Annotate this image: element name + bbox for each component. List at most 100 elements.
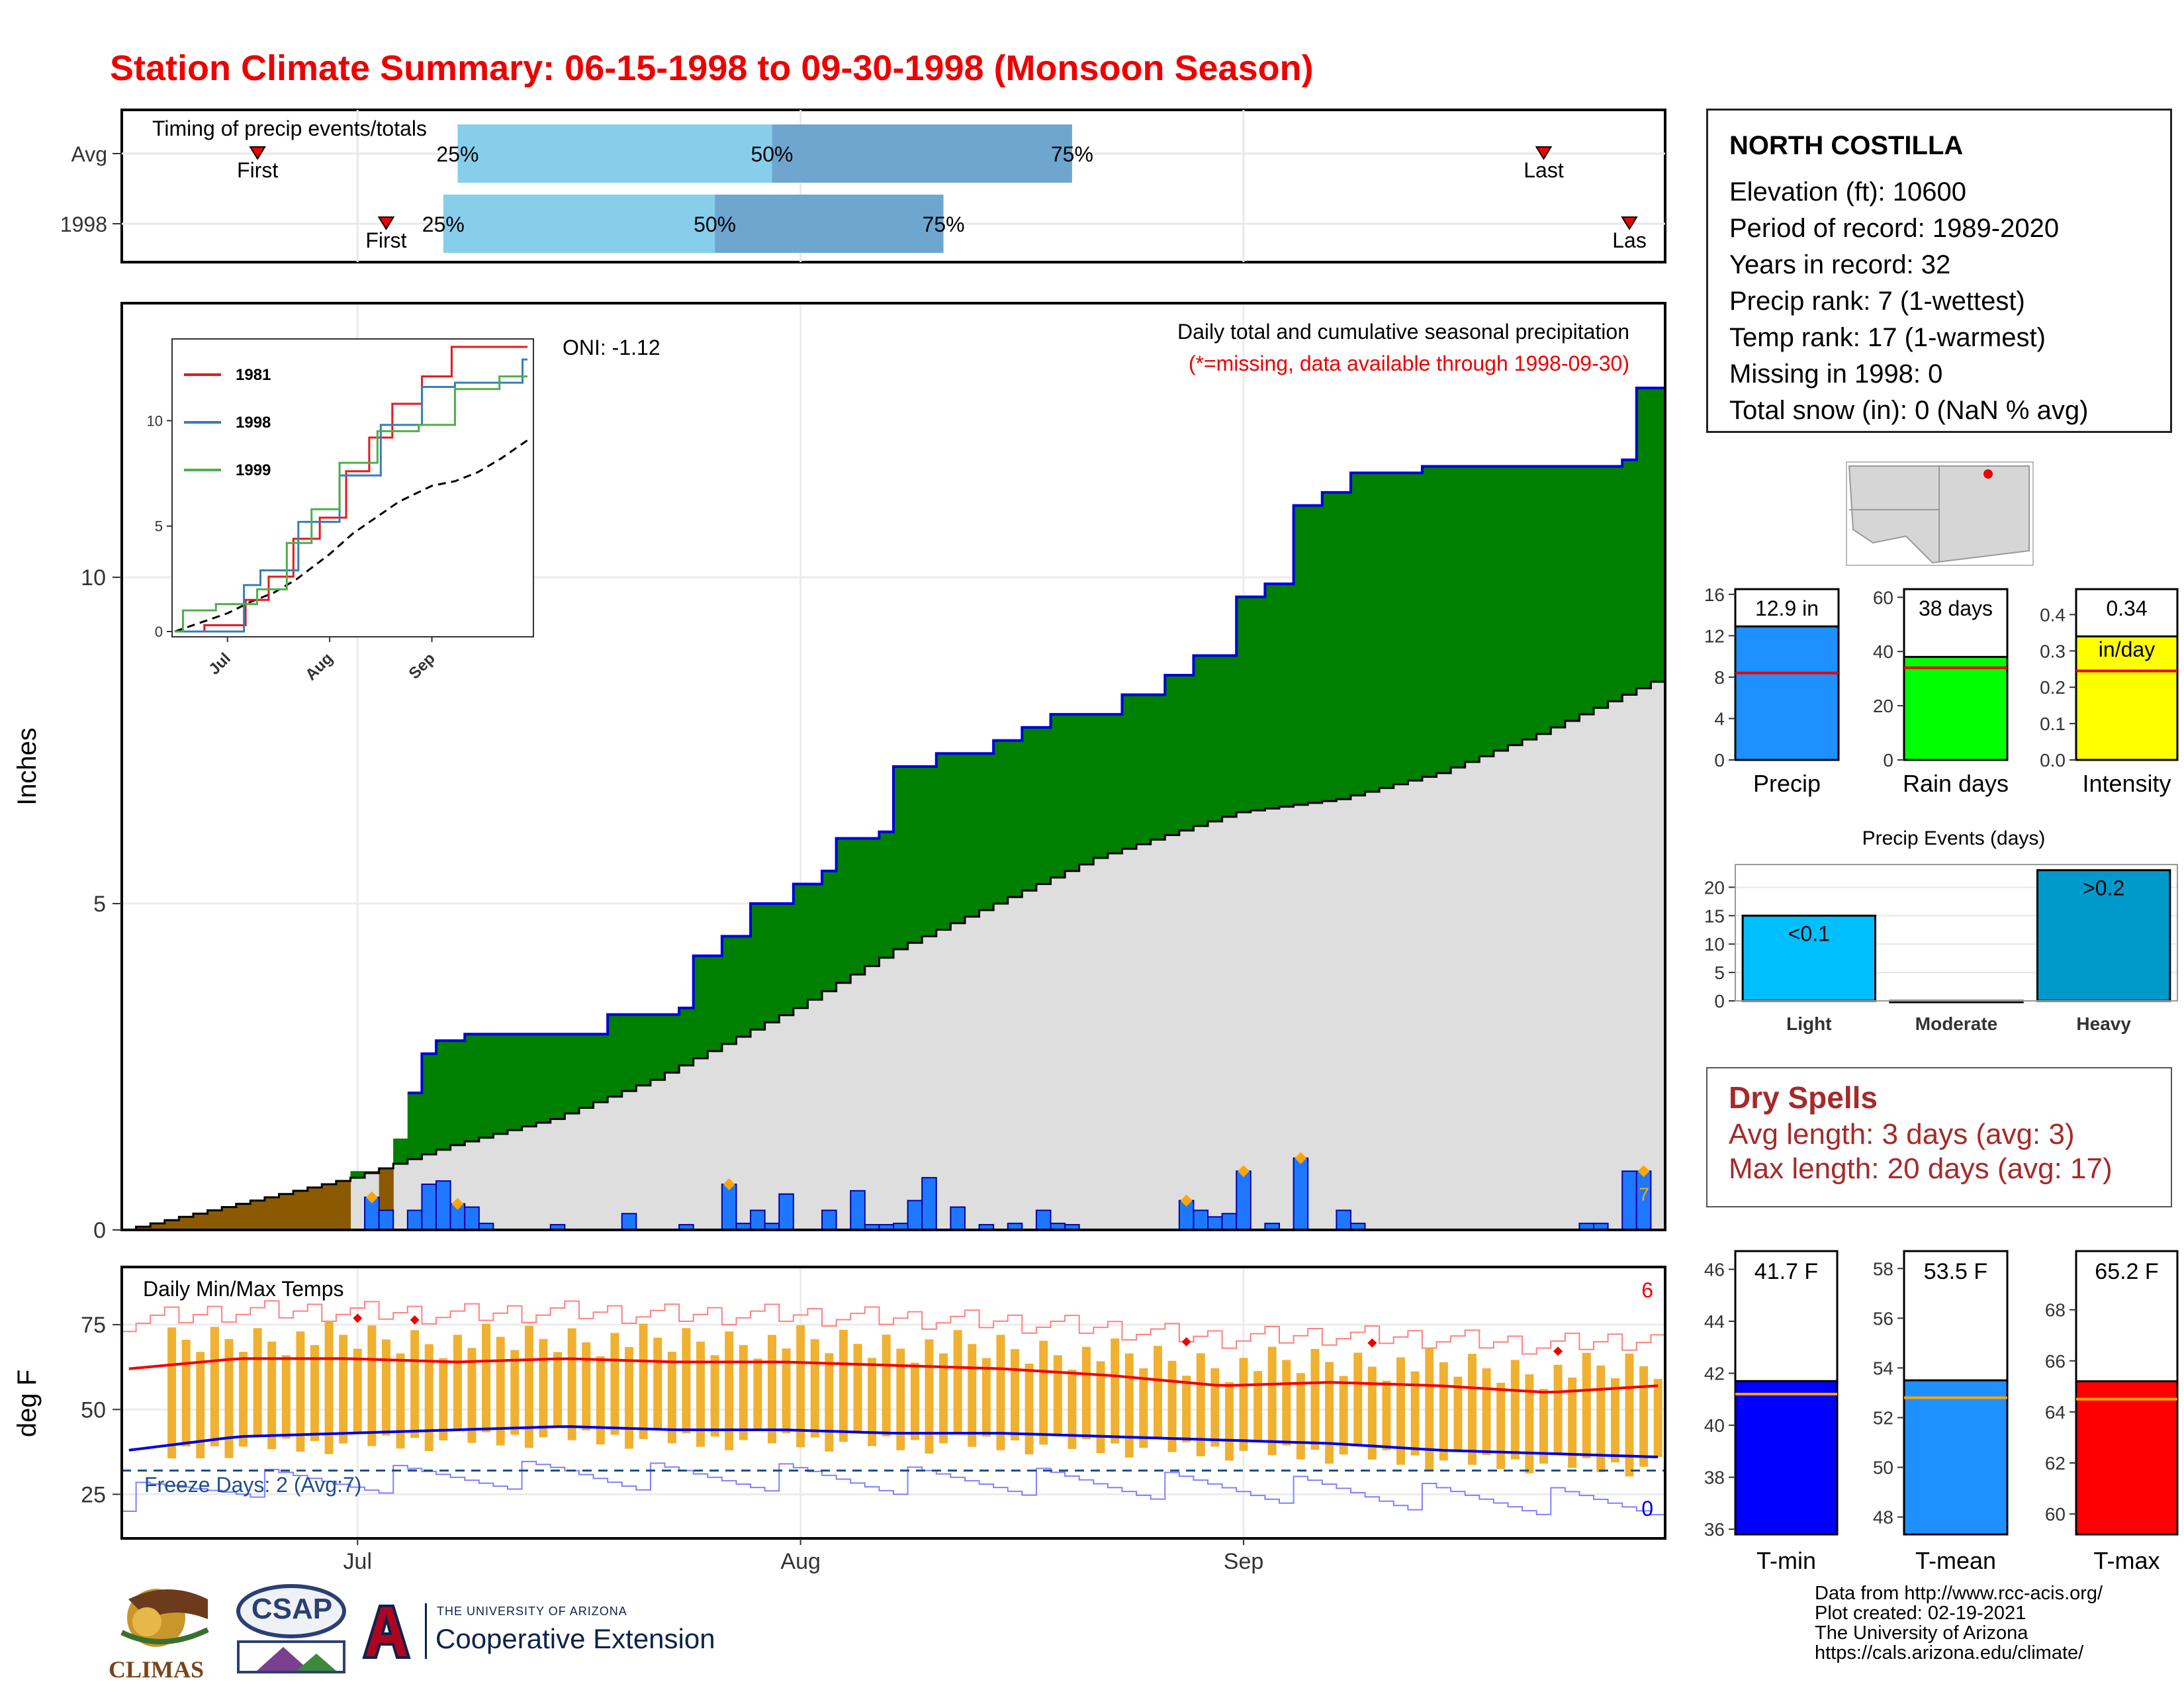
above-average-band xyxy=(679,1008,694,1066)
daily-temp-range-bar xyxy=(1167,1360,1177,1452)
daily-temp-range-bar xyxy=(1610,1378,1619,1463)
above-average-band xyxy=(522,1034,537,1127)
daily-temp-range-bar xyxy=(367,1325,377,1446)
precip-max-marker xyxy=(365,1191,378,1203)
summary-ytick-label-1-3: 60 xyxy=(1873,587,1893,608)
inset-ytick-label-2: 10 xyxy=(147,412,163,429)
summary-ytick-label-1-2: 40 xyxy=(1873,641,1893,662)
daily-temp-range-bar xyxy=(796,1325,805,1448)
temp-record-low-count: 0 xyxy=(1641,1497,1653,1521)
above-average-band xyxy=(1451,466,1466,768)
above-average-band xyxy=(1279,583,1295,807)
above-average-band xyxy=(650,1014,666,1080)
temp-ytick-label-0: 25 xyxy=(81,1482,106,1507)
precip-ytick-label-1: 5 xyxy=(93,892,106,917)
daily-temp-range-bar xyxy=(853,1344,862,1432)
above-average-band xyxy=(1136,694,1152,845)
below-average-band xyxy=(307,1187,322,1230)
daily-temp-range-bar xyxy=(1224,1382,1234,1461)
above-average-band xyxy=(465,1034,480,1142)
daily-precip-bar xyxy=(1621,1170,1637,1231)
daily-precip-bar xyxy=(850,1190,866,1231)
daily-temp-range-bar xyxy=(1625,1353,1634,1477)
station-total-snow: Total snow (in): 0 (NaN % avg) xyxy=(1729,396,2089,425)
daily-temp-range-bar xyxy=(1439,1362,1448,1461)
precip-ylabel: Inches xyxy=(13,727,42,806)
daily-temp-range-bar xyxy=(439,1358,448,1440)
station-location-icon xyxy=(1983,469,1993,479)
summary-xlabel-2: Intensity xyxy=(2082,770,2171,797)
above-average-band xyxy=(1336,492,1351,800)
inset-legend-label-1: 1998 xyxy=(236,414,271,432)
timing-title: Timing of precip events/totals xyxy=(152,117,427,140)
above-average-band xyxy=(422,1053,437,1154)
station-name: NORTH COSTILLA xyxy=(1729,131,1964,160)
below-average-band xyxy=(136,1227,151,1230)
daily-precip-bar xyxy=(1035,1209,1052,1231)
timing-first-label-0: First xyxy=(237,158,278,182)
daily-temp-range-bar xyxy=(1339,1376,1348,1455)
daily-temp-range-bar xyxy=(682,1328,691,1434)
timing-first-marker-0 xyxy=(249,146,266,160)
above-average-band xyxy=(1079,714,1094,865)
above-average-band xyxy=(936,753,951,930)
daily-temp-range-bar xyxy=(667,1351,676,1444)
daily-temp-range-bar xyxy=(1325,1362,1334,1464)
above-average-band xyxy=(822,870,837,992)
above-average-band xyxy=(508,1034,523,1131)
above-average-band xyxy=(550,1034,565,1119)
daily-temp-range-bar xyxy=(1182,1376,1191,1442)
above-average-band xyxy=(1193,655,1208,826)
above-average-band xyxy=(1179,675,1195,831)
precip-panel-title: Daily total and cumulative seasonal prec… xyxy=(1177,320,1629,344)
precip-max-marker xyxy=(1180,1194,1193,1207)
station-years: Years in record: 32 xyxy=(1729,250,1951,279)
daily-temp-range-bar xyxy=(882,1335,891,1436)
summary-ytick-label-0-3: 12 xyxy=(1704,626,1725,646)
precip-max-marker xyxy=(1295,1152,1307,1164)
above-average-band xyxy=(1150,694,1165,840)
daily-temp-range-bar xyxy=(567,1328,576,1440)
above-average-band xyxy=(1393,473,1408,784)
climas-logo: CLIMAS xyxy=(109,1579,217,1682)
timing-quantile-label-1-2: 75% xyxy=(923,212,965,236)
daily-temp-range-bar xyxy=(467,1348,477,1443)
daily-temp-range-bar xyxy=(1153,1346,1162,1438)
daily-temp-range-bar xyxy=(696,1341,705,1447)
daily-temp-range-bar xyxy=(1596,1365,1606,1472)
precip-max-marker xyxy=(723,1178,735,1190)
above-average-band xyxy=(608,1014,623,1097)
above-average-band xyxy=(1222,655,1237,817)
above-average-band xyxy=(1422,466,1437,777)
climas-emblem-icon xyxy=(120,1589,209,1647)
tsummary-ytick-label-1-4: 56 xyxy=(1873,1308,1893,1329)
above-average-band xyxy=(593,1034,608,1103)
daily-temp-range-bar xyxy=(625,1346,634,1449)
daily-precip-bar xyxy=(950,1206,966,1231)
ua-big-text: Cooperative Extension xyxy=(435,1623,715,1654)
daily-temp-range-bar xyxy=(1011,1349,1020,1440)
tsummary-bar-2 xyxy=(2075,1380,2179,1536)
precip-events-bar-2 xyxy=(2036,869,2171,1002)
daily-temp-range-bar xyxy=(281,1355,291,1439)
tsummary-ytick-label-1-0: 48 xyxy=(1873,1507,1893,1528)
above-average-band xyxy=(1107,714,1123,854)
daily-temp-range-bar xyxy=(1024,1363,1034,1455)
dry-spells-box: Dry Spells Avg length: 3 days (avg: 3) M… xyxy=(1706,1067,2172,1207)
tsummary-ytick-label-2-2: 64 xyxy=(2045,1402,2066,1423)
above-average-band xyxy=(1050,714,1066,878)
daily-temp-range-bar xyxy=(710,1355,719,1437)
station-elevation: Elevation (ft): 10600 xyxy=(1729,177,1966,207)
above-average-band xyxy=(1093,714,1109,859)
above-average-band xyxy=(1379,473,1394,788)
daily-temp-range-bar xyxy=(553,1352,563,1427)
daily-temp-range-bar xyxy=(1210,1368,1220,1447)
daily-temp-range-bar xyxy=(610,1333,619,1435)
precip-events-bar-label-2: >0.2 xyxy=(2083,876,2124,900)
above-average-band xyxy=(879,831,894,958)
temp-record-high-count: 6 xyxy=(1641,1278,1653,1302)
daily-temp-range-bar xyxy=(253,1328,262,1436)
above-average-band xyxy=(721,936,737,1045)
dry-spells-avg: Avg length: 3 days (avg: 3) xyxy=(1729,1118,2075,1150)
